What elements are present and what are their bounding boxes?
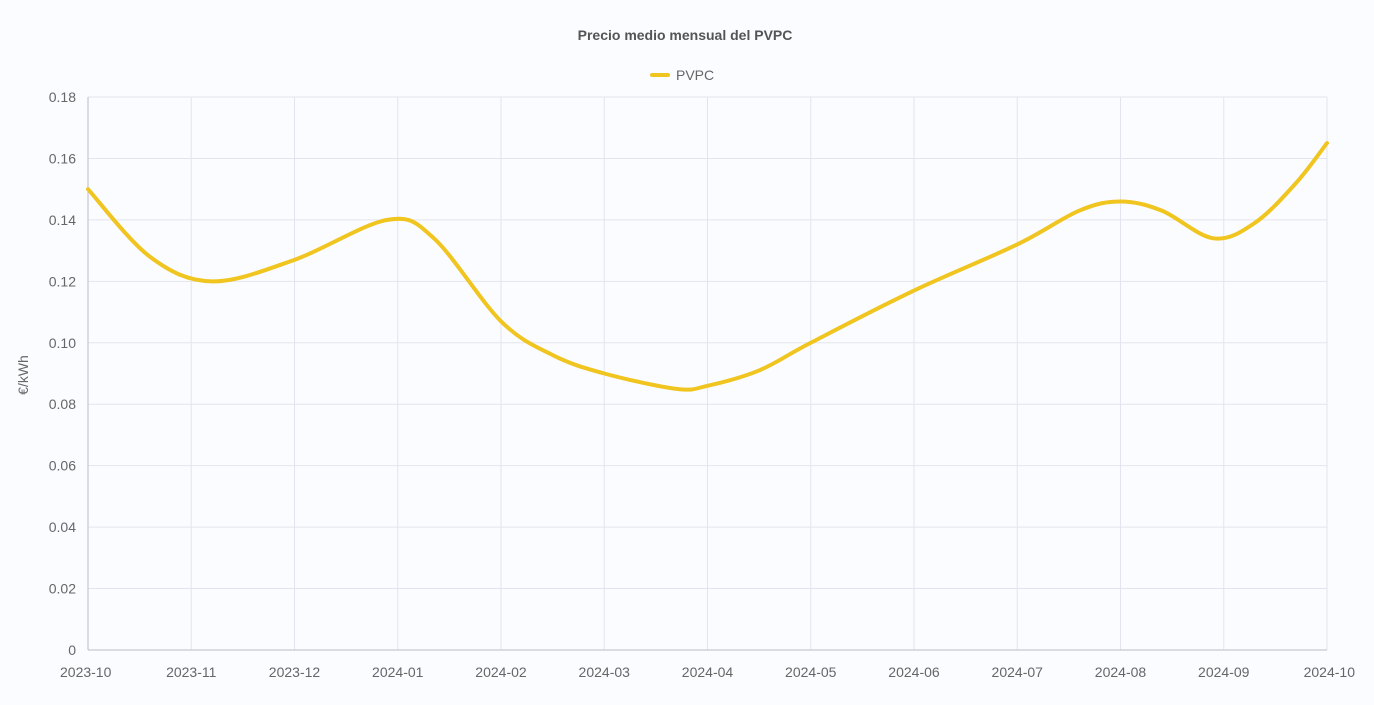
chart-title: Precio medio mensual del PVPC xyxy=(578,27,793,43)
x-tick-label: 2023-11 xyxy=(166,664,217,680)
legend-swatch-pvpc xyxy=(650,73,670,77)
y-axis-label: €/kWh xyxy=(15,355,31,395)
y-tick-label: 0.04 xyxy=(49,519,76,535)
y-tick-label: 0.16 xyxy=(49,150,76,166)
tick-labels: 0 0.02 0.04 0.06 0.08 0.10 0.12 0.14 0.16 0.18 202… xyxy=(49,89,1355,680)
x-tick-label: 2024-01 xyxy=(372,664,424,680)
series-layer xyxy=(86,141,1329,392)
x-tick-label: 2024-02 xyxy=(475,664,527,680)
x-tick-label: 2024-05 xyxy=(785,664,837,680)
series-line-pvpc[interactable] xyxy=(86,141,1329,392)
x-tick-label: 2024-04 xyxy=(682,664,734,680)
x-tick-label: 2024-07 xyxy=(992,664,1044,680)
y-tick-label: 0.12 xyxy=(49,273,76,289)
x-tick-label: 2023-10 xyxy=(60,664,112,680)
x-tick-label: 2024-09 xyxy=(1198,664,1250,680)
y-tick-label: 0.18 xyxy=(49,89,76,105)
x-tick-label: 2024-06 xyxy=(888,664,940,680)
legend[interactable]: PVPC xyxy=(650,67,714,83)
y-tick-label: 0.08 xyxy=(49,396,76,412)
legend-label-pvpc[interactable]: PVPC xyxy=(676,67,714,83)
x-tick-label: 2024-03 xyxy=(579,664,631,680)
x-tick-label: 2024-10 xyxy=(1304,664,1356,680)
y-tick-label: 0.10 xyxy=(49,335,76,351)
grid-lines xyxy=(88,96,1328,650)
y-tick-label: 0 xyxy=(68,642,76,658)
x-tick-label: 2024-08 xyxy=(1095,664,1147,680)
x-tick-label: 2023-12 xyxy=(269,664,321,680)
y-tick-label: 0.02 xyxy=(49,581,76,597)
y-tick-label: 0.06 xyxy=(49,458,76,474)
y-tick-label: 0.14 xyxy=(49,212,76,228)
